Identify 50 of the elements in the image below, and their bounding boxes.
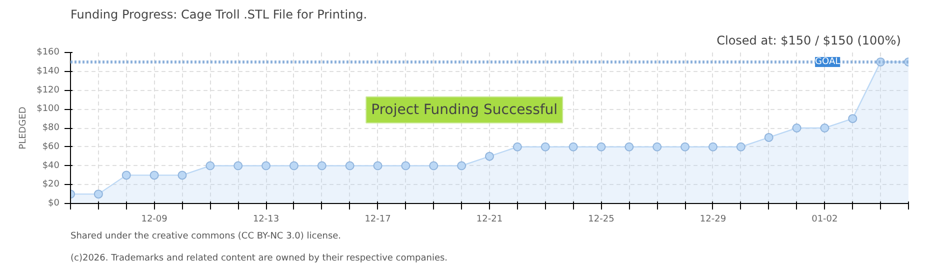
point	[792, 124, 802, 132]
y-tick-label: $120	[36, 85, 60, 96]
point	[401, 161, 410, 170]
x-tick-label: 12-13	[252, 214, 280, 224]
point	[736, 142, 746, 152]
point	[596, 142, 606, 152]
y-tick-label: $140	[36, 66, 60, 76]
x-tick-label: 12-09	[141, 214, 168, 224]
y-tick-label: $100	[36, 104, 60, 114]
y-tick-label: $160	[36, 48, 60, 58]
point	[289, 161, 298, 170]
point	[848, 114, 858, 124]
x-tick-label: 01-02	[812, 214, 838, 224]
chart-title: Funding Progress: Cage Troll .STL File for Printing.	[70, 8, 368, 22]
x-tick-label: 12-25	[588, 214, 614, 224]
point	[652, 142, 662, 152]
point	[457, 161, 466, 170]
point	[150, 170, 159, 180]
y-tick-label: $0	[48, 198, 60, 208]
annotation: Project Funding Successful	[371, 102, 558, 118]
chart-subtitle: Closed at: $150 / $150 (100%)	[716, 34, 901, 48]
point	[429, 161, 438, 170]
y-tick-label: $20	[42, 180, 60, 190]
y-axis-title: PLEDGED	[18, 106, 29, 150]
point	[345, 161, 354, 170]
y-tick-label: $80	[42, 123, 60, 133]
point	[262, 161, 271, 170]
point	[178, 170, 187, 180]
point	[764, 132, 774, 142]
text: (c)2026. Trademarks and related content are owned by their respective companies.	[70, 254, 448, 264]
point	[94, 190, 103, 199]
x-tick-label: 12-21	[476, 214, 503, 224]
point	[568, 142, 578, 152]
ref-line-label: GOAL	[815, 56, 840, 67]
text: Shared under the creative commons (CC BY-NC 3.0) license.	[70, 232, 342, 242]
point	[680, 142, 690, 152]
y-tick-label: $40	[42, 160, 60, 171]
point	[206, 161, 215, 170]
point	[317, 161, 326, 170]
point	[373, 161, 382, 170]
x-tick-label: 12-17	[364, 214, 391, 224]
x-tick-label: 12-29	[700, 214, 726, 224]
point	[234, 161, 243, 170]
point	[820, 124, 830, 132]
point	[540, 142, 550, 152]
y-tick-label: $60	[42, 142, 60, 152]
point	[624, 142, 634, 152]
point	[512, 142, 522, 152]
point	[708, 142, 718, 152]
point	[485, 152, 494, 161]
